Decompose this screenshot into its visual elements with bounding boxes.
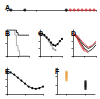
svg-text:D: D: [71, 30, 76, 37]
svg-text:B: B: [5, 30, 10, 37]
svg-text:C: C: [38, 30, 43, 37]
svg-text:E: E: [5, 68, 10, 75]
svg-text:A: A: [5, 4, 10, 11]
svg-text:F: F: [55, 68, 60, 75]
